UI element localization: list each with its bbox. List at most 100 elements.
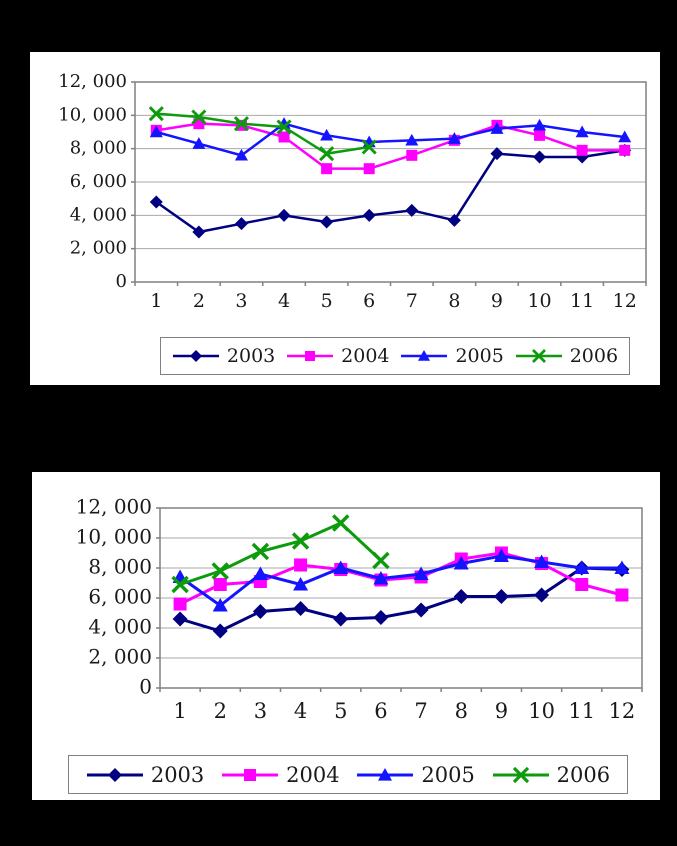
x-axis-tick-label: 5 [321,290,333,312]
series-2004-marker-month-4 [294,558,308,572]
series-2005-marker-month-8 [447,132,461,144]
series-2005-marker-month-6 [373,571,389,585]
y-axis-tick-label: 2, 000 [88,645,152,669]
series-2006-marker-month-6 [372,551,390,570]
series-2006-marker-month-4 [291,532,310,550]
series-2006-marker-month-3 [233,116,249,132]
legend-label-2004: 2004 [341,345,390,367]
y-axis-tick-label: 8, 000 [88,555,152,579]
series-2003-marker-month-1 [149,195,163,209]
monthly-line-chart-top: 0 2, 000 4, 000 6, 000 8, 000 10, 000 12, 000 1… [30,52,660,385]
series-2006-line [179,521,382,586]
series-2006-marker-month-1 [171,575,189,594]
legend-label-2005: 2005 [421,762,475,787]
series-2004-marker-month-5 [321,163,333,175]
legend-bottom: 2003 2004 2005 2006 [68,755,628,794]
x-axis-tick-label: 4 [278,290,290,312]
legend-swatch-square-icon [287,351,334,361]
monthly-line-chart-bottom: 0 2, 000 4, 000 6, 000 8, 000 10, 000 12, 000 1… [32,472,660,800]
legend-label-2003: 2003 [150,762,205,787]
series-2005-marker-month-8 [453,556,469,570]
series-2006-marker-month-6 [361,139,377,155]
series-2003-marker-month-5 [320,215,334,229]
y-axis-tick-label: 0 [139,675,152,699]
x-axis-tick-label: 8 [455,699,468,723]
series-2003-line [179,566,622,633]
legend-label-2005: 2005 [455,345,504,367]
series-2005-line [155,122,625,157]
x-axis-tick-label: 12 [613,290,637,312]
series-2003-marker-month-3 [252,604,268,619]
legend-entry-2006: 2006 [515,345,618,367]
x-axis-tick-label: 8 [448,290,460,312]
legend-swatch-triangle-icon [401,350,448,361]
x-axis-tick-label: 1 [150,290,162,312]
series-2003-marker-month-3 [234,217,248,231]
x-axis-tick-label: 6 [374,699,387,723]
series-2003-marker-month-1 [172,611,188,627]
series-2005-marker-month-3 [234,148,248,161]
series-2003-marker-month-5 [333,611,349,627]
legend-label-2003: 2003 [226,345,276,367]
x-axis-tick-label: 3 [254,699,267,723]
x-axis-tick-label: 2 [214,699,227,723]
series-2005-marker-month-5 [320,128,334,141]
series-2006-marker-month-3 [251,542,270,561]
series-2005-marker-month-2 [212,598,228,612]
legend-entry-2003: 2003 [86,763,204,787]
x-axis-tick-label: 11 [568,699,595,723]
series-2003-marker-month-6 [362,208,376,222]
series-2006-marker-month-2 [191,109,207,125]
x-axis-tick-label: 10 [528,699,555,723]
series-2004-marker-month-1 [173,597,187,611]
legend-marker-2005 [378,767,393,781]
series-2004-marker-month-12 [615,588,629,602]
series-2003-line [155,149,625,234]
x-axis-tick-label: 11 [570,290,594,312]
series-2003-marker-month-8 [447,213,461,227]
series-2003-marker-month-7 [413,602,429,618]
legend-swatch-x-icon [515,349,562,363]
series-2004-marker-month-6 [363,163,375,175]
y-axis-tick-label: 10, 000 [58,104,127,125]
series-2004-marker-month-2 [193,118,205,130]
series-2005-marker-month-1 [149,125,163,138]
legend-swatch-x-icon [492,766,549,783]
legend-swatch-triangle-icon [357,767,414,781]
x-axis-tick-label: 12 [609,699,636,723]
legend-marker-2004 [305,351,316,361]
y-axis-tick-label: 12, 000 [58,71,127,92]
legend-label-2006: 2006 [556,762,611,787]
y-axis-tick-label: 8, 000 [70,138,127,159]
chart-canvas-top: 0 2, 000 4, 000 6, 000 8, 000 10, 000 12, 000 1… [58,71,647,312]
x-axis-tick-label: 10 [527,290,551,312]
x-axis-tick-label: 3 [235,290,247,312]
x-axis-tick-label: 9 [495,699,508,723]
series-2004-marker-month-11 [576,144,588,156]
legend-entry-2003: 2003 [172,345,275,367]
series-2003-marker-month-9 [493,589,509,604]
legend-marker-2006 [531,349,546,363]
series-2003-marker-month-2 [212,623,228,639]
legend-marker-2005 [418,350,431,361]
series-2003-marker-month-7 [405,203,419,217]
legend-marker-2004 [244,768,257,781]
series-2004-marker-month-4 [278,131,290,143]
y-axis-tick-label: 6, 000 [88,585,152,609]
legend-swatch-square-icon [222,768,279,781]
series-2005-marker-month-10 [533,118,547,131]
legend-marker-2003 [189,350,202,362]
legend-swatch-diamond-icon [172,350,219,362]
x-axis-tick-label: 1 [173,699,186,723]
series-2005-marker-month-10 [534,554,550,568]
series-2005-marker-month-11 [575,125,589,138]
series-2006-marker-month-1 [148,106,164,122]
series-2004-marker-month-7 [406,149,418,161]
series-2003-marker-month-4 [277,208,291,222]
legend-entry-2005: 2005 [400,345,504,367]
series-2005-marker-month-7 [413,566,429,580]
x-axis-tick-label: 2 [193,290,205,312]
x-axis-tick-label: 9 [491,290,503,312]
series-2006-marker-month-2 [211,562,229,580]
